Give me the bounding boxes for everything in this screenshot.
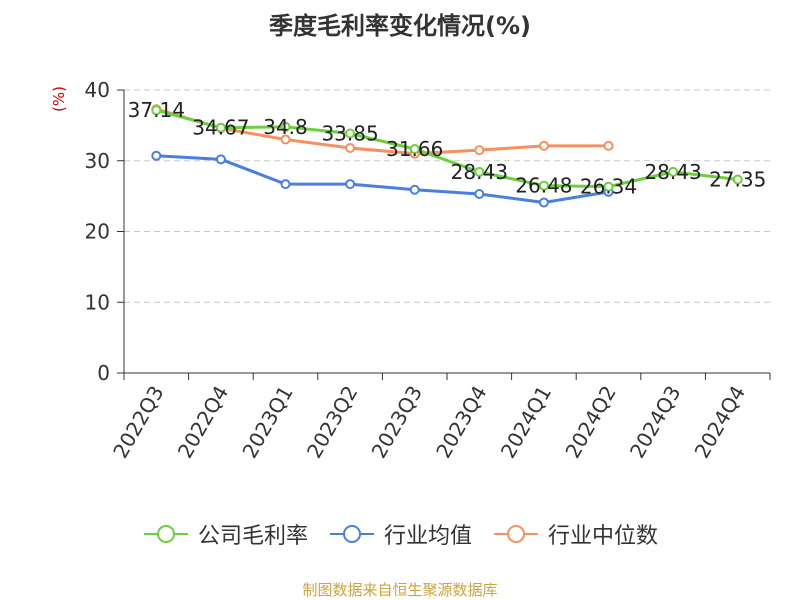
chart-title: 季度毛利率变化情况(%) bbox=[269, 12, 531, 40]
series-line bbox=[155, 107, 609, 156]
legend-item-industry-median[interactable]: 行业中位数 bbox=[492, 518, 658, 550]
x-tick-label: 2024Q3 bbox=[625, 382, 685, 463]
y-tick-label: 40 bbox=[85, 78, 110, 102]
data-point bbox=[280, 134, 291, 145]
legend-marker bbox=[507, 525, 525, 543]
legend-item-industry-mean[interactable]: 行业均值 bbox=[328, 518, 472, 550]
data-source-note: 制图数据来自恒生聚源数据库 bbox=[302, 581, 498, 599]
series-line bbox=[155, 108, 738, 189]
data-point bbox=[668, 166, 679, 177]
data-point bbox=[474, 145, 485, 156]
x-tick-label: 2024Q4 bbox=[690, 382, 750, 463]
y-tick-label: 10 bbox=[85, 290, 110, 314]
data-point bbox=[215, 122, 226, 133]
data-point bbox=[603, 140, 614, 151]
x-tick-label: 2023Q1 bbox=[237, 382, 297, 463]
data-point bbox=[409, 144, 420, 155]
series-line bbox=[156, 154, 609, 204]
x-tick-label: 2023Q4 bbox=[431, 382, 491, 463]
data-point bbox=[409, 184, 420, 195]
x-tick-label: 2023Q2 bbox=[302, 382, 362, 463]
legend-marker bbox=[342, 525, 361, 543]
data-point bbox=[151, 105, 162, 116]
data-label: 31.66 bbox=[386, 137, 443, 161]
data-point bbox=[280, 179, 291, 190]
legend-marker bbox=[156, 525, 175, 543]
data-point bbox=[538, 197, 549, 208]
data-point bbox=[215, 154, 226, 165]
x-tick-label: 2022Q3 bbox=[108, 382, 168, 463]
data-point bbox=[603, 181, 614, 192]
y-tick-label: 30 bbox=[85, 149, 110, 173]
y-tick-label: 0 bbox=[97, 361, 110, 385]
y-tick-label: 20 bbox=[85, 220, 110, 244]
legend-line-icon bbox=[329, 525, 374, 543]
data-point bbox=[345, 128, 356, 139]
data-point bbox=[538, 140, 549, 151]
data-label: 26.34 bbox=[580, 175, 637, 199]
data-label: 28.43 bbox=[644, 160, 701, 184]
data-label: 37.14 bbox=[128, 98, 185, 122]
legend-label: 行业中位数 bbox=[548, 524, 659, 549]
data-point bbox=[151, 150, 162, 161]
data-label: 33.85 bbox=[321, 122, 378, 146]
legend-item-company[interactable]: 公司毛利率 bbox=[142, 518, 308, 550]
data-label: 26.48 bbox=[515, 174, 572, 198]
x-tick-label: 2023Q3 bbox=[367, 382, 427, 463]
data-label: 34.8 bbox=[263, 115, 308, 139]
legend-label: 行业均值 bbox=[383, 524, 472, 549]
data-point bbox=[280, 121, 291, 132]
data-point bbox=[474, 166, 485, 177]
data-point bbox=[345, 179, 356, 190]
data-point bbox=[345, 143, 356, 154]
data-point bbox=[732, 174, 743, 185]
legend: 公司毛利率 行业均值 行业中位数 bbox=[0, 518, 800, 550]
data-label: 34.67 bbox=[192, 116, 249, 140]
x-tick-label: 2022Q4 bbox=[173, 382, 233, 463]
legend-line-icon bbox=[143, 525, 188, 543]
data-point bbox=[538, 180, 549, 191]
data-label: 27.35 bbox=[709, 167, 766, 191]
legend-label: 公司毛利率 bbox=[197, 524, 308, 549]
legend-line-icon bbox=[494, 525, 538, 543]
data-point bbox=[474, 189, 485, 200]
x-tick-label: 2024Q2 bbox=[560, 382, 620, 463]
data-label: 28.43 bbox=[451, 160, 508, 184]
x-tick-label: 2024Q1 bbox=[496, 382, 556, 463]
